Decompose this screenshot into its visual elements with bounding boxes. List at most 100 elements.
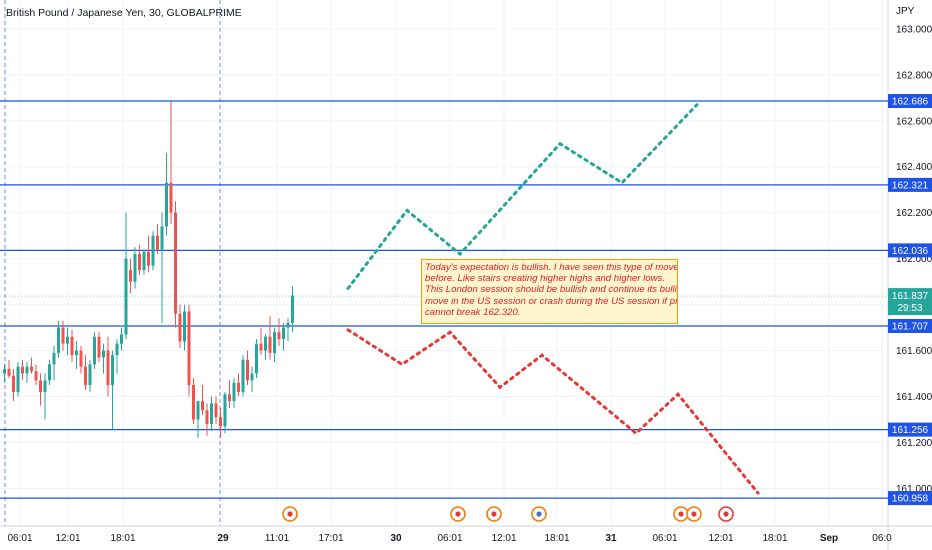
note-line: This London session should be bullish an… (425, 284, 678, 296)
x-tick-label: 06:01 (7, 533, 32, 544)
x-tick-label: 29 (217, 533, 229, 544)
level-price-label: 161.256 (892, 425, 929, 436)
candle (133, 247, 137, 289)
x-tick-label: 18:01 (110, 533, 135, 544)
candle-body (39, 380, 42, 392)
candle (160, 212, 164, 323)
price-axis[interactable]: 163.000 162.800 162.600 162.400 162.200 162.0… (888, 6, 932, 506)
candle-body (7, 368, 11, 376)
candle-body (250, 373, 254, 381)
time-axis[interactable]: 06:01 12:01 18:01 29 11:01 17:01 30 06:01 12:01 1… (7, 533, 892, 544)
candle-body (30, 366, 33, 372)
candle-body (16, 366, 20, 392)
level-price-label: 162.686 (892, 97, 929, 108)
candle (88, 359, 92, 392)
projection-paths (346, 103, 760, 495)
currency-label: JPY (896, 6, 915, 17)
candle (273, 327, 276, 363)
x-tick-label: 12:01 (55, 533, 80, 544)
candle (255, 339, 258, 379)
candle (111, 350, 114, 429)
candle (21, 359, 24, 381)
event-dot (678, 511, 684, 517)
candle-body (237, 382, 240, 392)
event-icon[interactable] (686, 506, 702, 522)
candle-body (183, 311, 186, 342)
candle-body (84, 366, 87, 386)
candle-body (277, 332, 281, 340)
candle (268, 316, 272, 360)
candle-body (205, 410, 209, 425)
candle (178, 304, 182, 349)
candle (259, 327, 263, 356)
candle-body (169, 182, 173, 213)
candle-body (246, 359, 249, 381)
candle (57, 320, 60, 358)
candle (120, 327, 123, 351)
candle-body (88, 364, 92, 386)
candle (84, 355, 87, 390)
candle (223, 391, 227, 434)
x-tick-label: 18:01 (544, 533, 569, 544)
candle (250, 366, 254, 392)
x-tick-label: 17:01 (318, 533, 343, 544)
candle-body (219, 417, 222, 427)
candle (70, 329, 74, 363)
x-tick-label: 18:01 (762, 533, 787, 544)
event-icon[interactable] (486, 506, 502, 522)
candle (228, 380, 231, 409)
candle (115, 339, 119, 374)
level-price-label: 162.036 (892, 246, 929, 257)
candle-body (255, 343, 258, 374)
bullish-projection-path (346, 103, 699, 291)
event-icon[interactable] (282, 506, 298, 522)
candle-body (133, 254, 137, 282)
candle (165, 152, 168, 236)
candle (264, 334, 267, 360)
candle-body (124, 258, 128, 335)
candle-body (48, 364, 51, 381)
candle-body (268, 336, 272, 353)
candle (183, 304, 186, 351)
event-icon[interactable] (450, 506, 466, 522)
candle (66, 327, 69, 356)
candle-body (97, 336, 101, 358)
candle-body (160, 226, 164, 250)
candle (214, 396, 218, 425)
x-tick-label: 06:0 (872, 533, 892, 544)
candles (3, 100, 294, 438)
x-tick-label: 06:01 (652, 533, 677, 544)
candle (43, 373, 47, 420)
candle-body (75, 350, 78, 356)
candle-body (61, 327, 65, 344)
candle (291, 286, 294, 333)
candle-body (21, 366, 24, 374)
y-tick-label: 162.000 (896, 254, 932, 265)
event-icon[interactable] (673, 506, 689, 522)
candle-body (282, 327, 285, 340)
candle-body (214, 403, 218, 418)
candle (286, 318, 290, 342)
event-icon[interactable] (531, 506, 547, 522)
candle (102, 343, 105, 374)
y-tick-label: 162.600 (896, 116, 932, 127)
candle (187, 304, 191, 397)
event-icon[interactable] (718, 506, 734, 522)
note-line: cannot break 162.320. (425, 306, 521, 318)
x-tick-label: 11:01 (265, 533, 290, 544)
current-price-label: 161.837 (892, 291, 929, 302)
level-price-tag (888, 422, 932, 437)
x-tick-label: 06:01 (437, 533, 462, 544)
candle-body (25, 366, 29, 374)
candle (39, 373, 42, 406)
candle-body (259, 343, 263, 351)
y-tick-label: 163.000 (896, 24, 932, 35)
candle-body (178, 313, 182, 342)
analysis-note[interactable]: Today's expectation is bullish. I have s… (421, 259, 678, 324)
level-price-tag (888, 243, 932, 258)
candle-body (156, 235, 159, 250)
candle-body (174, 212, 177, 314)
candle-body (142, 251, 146, 271)
